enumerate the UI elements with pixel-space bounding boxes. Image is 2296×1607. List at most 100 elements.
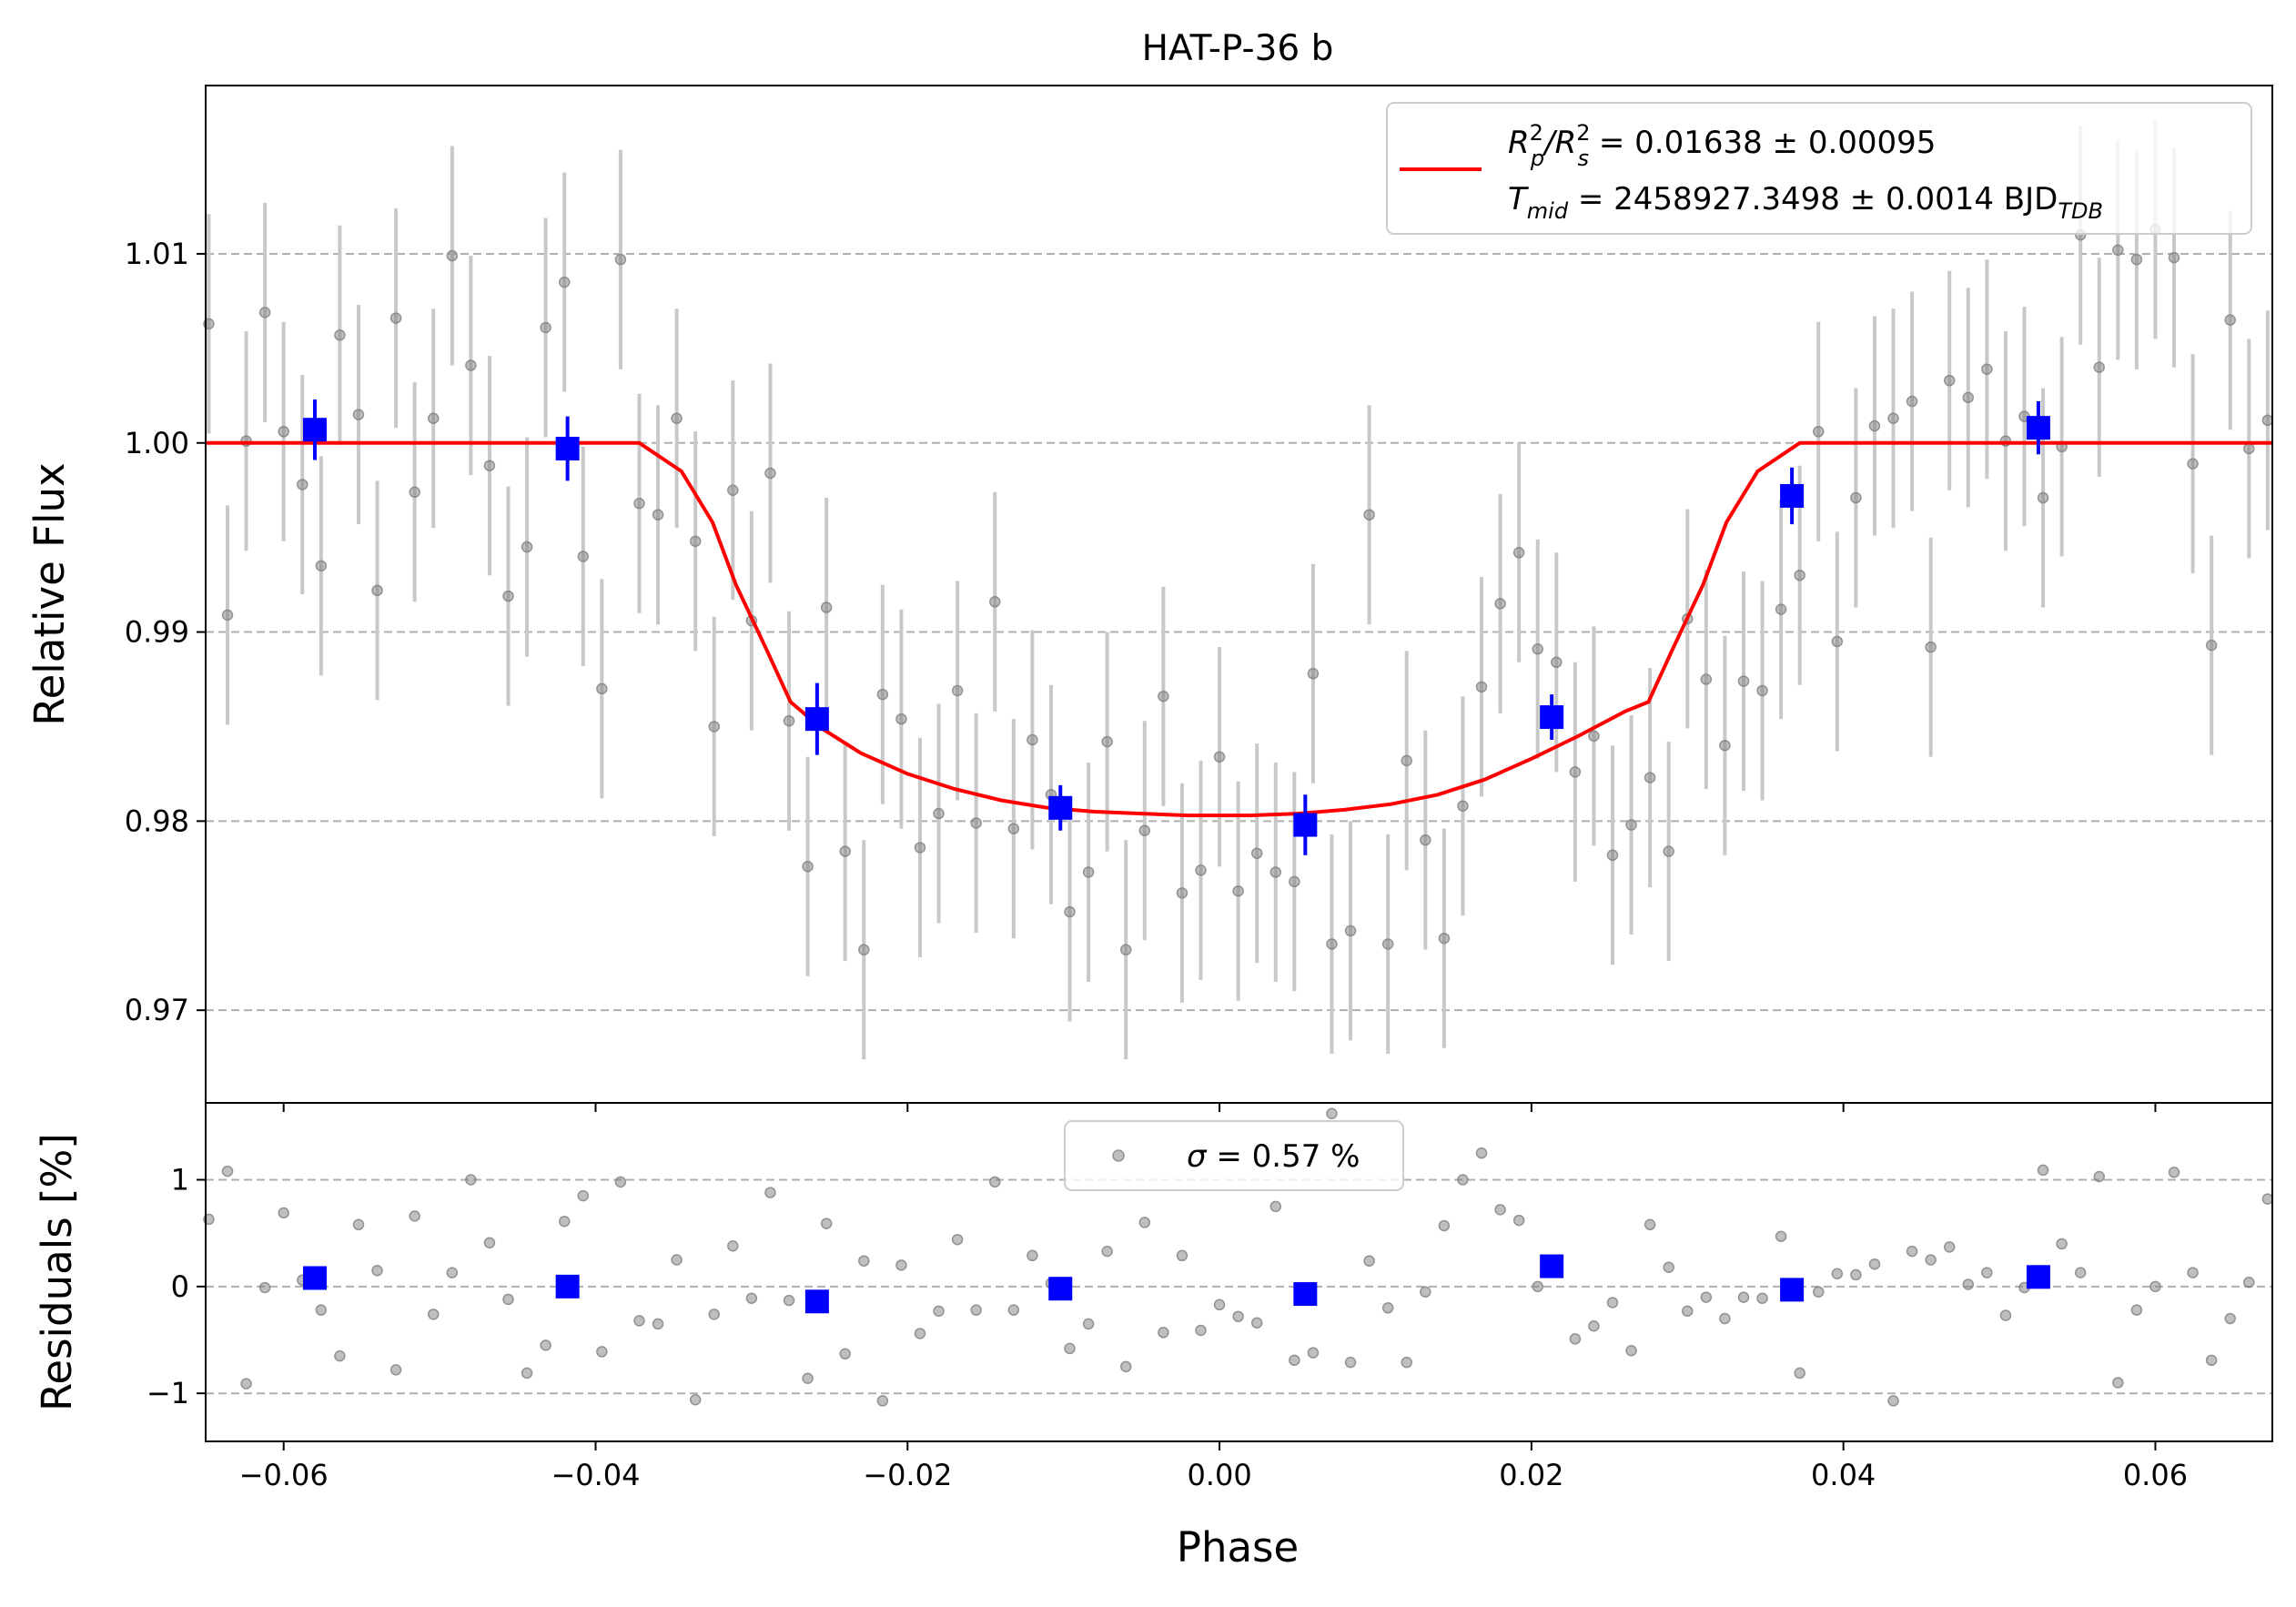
residual-datapoint [389, 1364, 402, 1376]
flux-datapoint [914, 842, 926, 854]
flux-datapoint [1887, 412, 1899, 424]
flux-datapoint [1962, 391, 1975, 404]
phase-x-tick-label: −0.06 [239, 1458, 329, 1492]
flux-datapoint [1794, 569, 1805, 581]
residual-datapoint [315, 1304, 328, 1316]
flux-datapoint [1007, 823, 1020, 834]
residual-datapoint [783, 1294, 795, 1307]
residuals-legend: σ = 0.57 % [1064, 1120, 1404, 1191]
flux-datapoint [2168, 251, 2180, 264]
residual-datapoint [1588, 1320, 1600, 1332]
legend-r-sub-p: p [1530, 146, 1544, 171]
flux-datapoint [1644, 772, 1656, 783]
flux-datapoint [1420, 834, 1431, 846]
flux-datapoint [933, 807, 945, 820]
residual-datapoint [1906, 1245, 1918, 1258]
residual-datapoint [1344, 1356, 1357, 1369]
residual-datapoint [820, 1218, 833, 1229]
flux-datapoint [2261, 414, 2274, 427]
residual-datapoint [1289, 1354, 1300, 1367]
residual-datapoint [633, 1315, 645, 1327]
flux-datapoint [1906, 395, 1918, 408]
residual-datapoint [1138, 1217, 1151, 1228]
flux-legend-box [1386, 102, 2252, 235]
legend-residual-swatch [1112, 1149, 1125, 1162]
residual-datapoint [1363, 1255, 1375, 1267]
residual-datapoint [1401, 1356, 1413, 1369]
residual-datapoint [1064, 1342, 1076, 1355]
legend-r-exp-1: 2 [1530, 120, 1543, 146]
residual-datapoint [2205, 1354, 2218, 1367]
residual-datapoint [2224, 1312, 2236, 1325]
flux-datapoint [951, 684, 964, 697]
residual-datapoint [689, 1393, 702, 1406]
residual-datapoint [352, 1218, 365, 1231]
flux-datapoint [540, 321, 551, 334]
residual-datapoint [1158, 1327, 1169, 1339]
flux-datapoint [389, 312, 402, 324]
legend-r-symbol-2: R [1555, 125, 1577, 161]
residual-datapoint [1756, 1292, 1768, 1305]
flux-datapoint [596, 682, 608, 695]
flux-datapoint [820, 601, 833, 613]
residual-datapoint [558, 1216, 571, 1228]
residual-datapoint [1307, 1347, 1320, 1359]
residual-datapoint [483, 1237, 496, 1248]
residual-datapoint [652, 1318, 664, 1330]
residual-datapoint [1719, 1312, 1731, 1325]
flux-y-tick-label: 1.01 [125, 237, 189, 271]
residuals-y-ticks: −1 0 1 [147, 1162, 206, 1410]
flux-datapoint [2112, 244, 2124, 257]
residual-datapoint [1700, 1291, 1713, 1303]
residual-datapoint [1195, 1324, 1207, 1337]
flux-datapoint [258, 307, 271, 318]
flux-datapoint [633, 498, 645, 510]
residual-datapoint [1381, 1302, 1394, 1314]
residual-datapoint [1999, 1309, 2012, 1321]
legend-r-symbol: R [1508, 125, 1530, 161]
flux-datapoint [1438, 932, 1451, 945]
flux-datapoint [1232, 885, 1244, 897]
flux-datapoint [465, 359, 477, 371]
flux-datapoint [1775, 603, 1787, 615]
flux-datapoint [652, 509, 664, 521]
flux-datapoint [1213, 751, 1226, 763]
residual-datapoint [1119, 1360, 1132, 1373]
flux-binned-points [302, 399, 2050, 855]
residuals-axes-frame [205, 1102, 2273, 1442]
residual-datapoint [1569, 1333, 1582, 1345]
residual-datapoint [2187, 1267, 2199, 1279]
legend-r-sub-s: s [1578, 146, 1590, 171]
flux-datapoint [614, 253, 627, 266]
flux-datapoint [1512, 547, 1525, 559]
residual-datapoint [2074, 1267, 2087, 1279]
residuals-datapoints [203, 1107, 2274, 1407]
residual-datapoint [2037, 1164, 2049, 1177]
binned-flux-point [1048, 795, 1073, 820]
residual-datapoint [2261, 1193, 2274, 1205]
residual-datapoint [540, 1339, 551, 1351]
legend-radius-ratio: R2 p/R2 s = 0.01638 ± 0.00095 [1508, 120, 1936, 171]
binned-residual-point [2026, 1265, 2050, 1289]
flux-datapoint [1868, 419, 1881, 432]
legend-t-symbol: T [1508, 181, 1529, 217]
flux-datapoint [352, 409, 365, 420]
residual-datapoint [596, 1346, 608, 1358]
binned-residual-point [1540, 1254, 1564, 1279]
residual-datapoint [258, 1281, 271, 1294]
residual-datapoint [1269, 1200, 1282, 1213]
residual-datapoint [858, 1255, 870, 1267]
flux-datapoint [1925, 641, 1937, 653]
binned-flux-point [2026, 416, 2050, 440]
flux-datapoint [2130, 253, 2143, 266]
phase-x-ticks: −0.06 −0.04 −0.02 0.00 0.02 0.04 0.06 [239, 1103, 2188, 1492]
binned-flux-point [555, 436, 580, 460]
legend-radius-value: = 0.01638 ± 0.00095 [1589, 125, 1936, 161]
residual-datapoint [1101, 1245, 1113, 1258]
binned-residual-point [1293, 1282, 1318, 1307]
residual-datapoint [1438, 1219, 1451, 1232]
flux-datapoint [802, 860, 814, 873]
flux-datapoint [1082, 866, 1095, 878]
residual-datapoint [1176, 1249, 1188, 1262]
binned-flux-point [804, 707, 829, 732]
